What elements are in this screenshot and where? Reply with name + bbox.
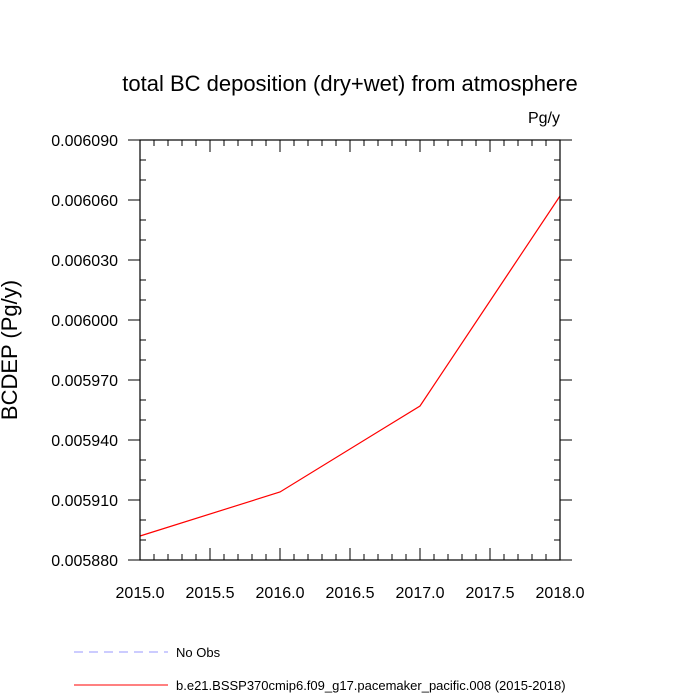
y-tick-label: 0.005970	[51, 373, 118, 390]
y-tick-label: 0.006000	[51, 313, 118, 330]
legend: No Obs b.e21.BSSP370cmip6.f09_g17.pacemak…	[74, 645, 566, 693]
legend-label-0: No Obs	[176, 645, 221, 660]
chart-title: total BC deposition (dry+wet) from atmos…	[122, 71, 577, 96]
y-tick-label: 0.006030	[51, 253, 118, 270]
x-tick-label: 2015.5	[186, 585, 235, 602]
x-tick-label: 2016.0	[256, 585, 305, 602]
x-tick-label: 2018.0	[536, 585, 585, 602]
y-tick-label: 0.005940	[51, 433, 118, 450]
y-tick-label: 0.006090	[51, 133, 118, 150]
legend-label-1: b.e21.BSSP370cmip6.f09_g17.pacemaker_pac…	[176, 678, 566, 693]
y-tick-label: 0.005910	[51, 493, 118, 510]
x-tick-label: 2017.5	[466, 585, 515, 602]
series-lines	[139, 195, 561, 537]
plot-frame	[139, 139, 561, 561]
series-line-1	[139, 195, 561, 537]
x-tick-label: 2017.0	[396, 585, 445, 602]
y-tick-label: 0.006060	[51, 193, 118, 210]
units-label: Pg/y	[528, 110, 560, 127]
tick-labels: 2015.0 2015.5 2016.0 2016.5 2017.0 2017.5 2018…	[51, 133, 584, 602]
x-tick-label: 2015.0	[116, 585, 165, 602]
x-tick-label: 2016.5	[326, 585, 375, 602]
axis-ticks	[128, 139, 572, 561]
y-tick-label: 0.005880	[51, 553, 118, 570]
y-axis-label: BCDEP (Pg/y)	[0, 280, 22, 420]
